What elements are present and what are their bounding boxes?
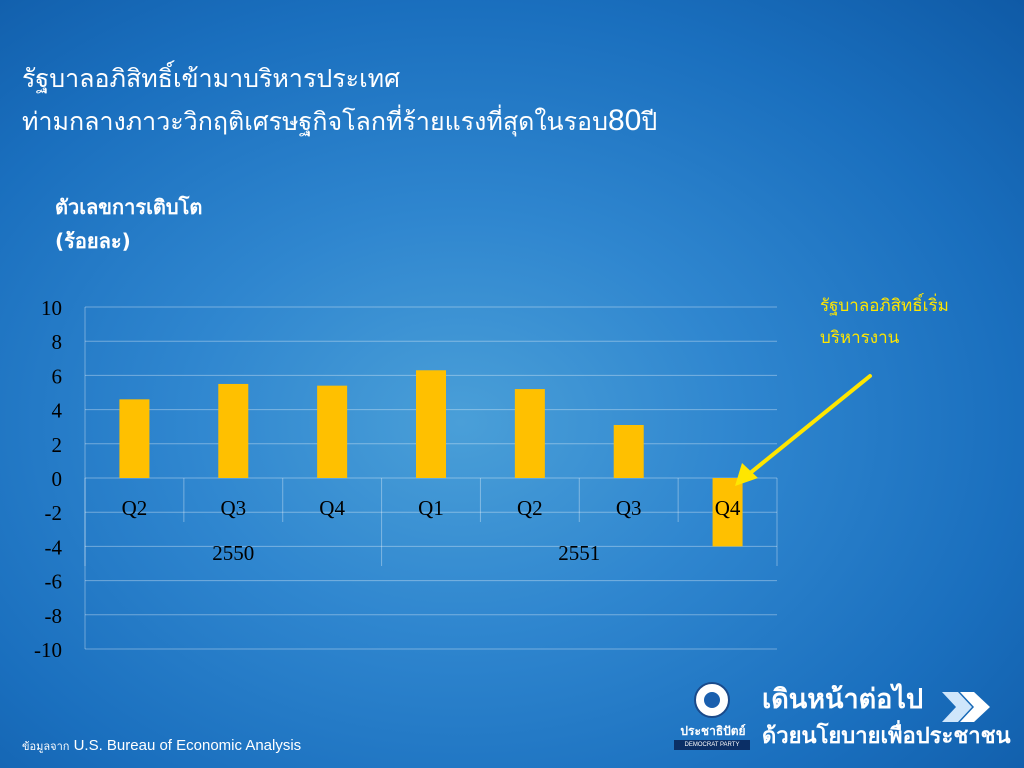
- annotation-line-1: รัฐบาลอภิสิทธิ์เริ่ม: [820, 296, 949, 316]
- title-line-2-text: ท่ามกลางภาวะวิกฤติเศรษฐกิจโลกที่ร้ายแรงท…: [22, 107, 608, 136]
- y-axis-label-line-2: (ร้อยละ): [55, 229, 131, 253]
- y-axis-label: ตัวเลขการเติบโต (ร้อยละ): [55, 190, 202, 258]
- y-tick-label: -6: [45, 570, 63, 594]
- group-label: 2551: [558, 541, 600, 565]
- y-tick-label: 10: [41, 296, 62, 320]
- annotation-arrow-shaft: [742, 374, 872, 480]
- party-name-th: ประชาธิปัตย์: [680, 724, 746, 738]
- y-tick-label: -4: [45, 535, 63, 559]
- slogan-line-1: เดินหน้าต่อไป: [762, 684, 924, 715]
- title-line-1: รัฐบาลอภิสิทธิ์เข้ามาบริหารประเทศ: [22, 64, 400, 93]
- annotation-arrow-head: [735, 463, 758, 486]
- title-line-2-suffix: ปี: [641, 107, 658, 136]
- bar: [712, 478, 743, 547]
- x-tick-label: Q4: [715, 496, 741, 520]
- x-tick-label: Q3: [616, 496, 642, 520]
- bar: [613, 424, 644, 478]
- x-tick-label: Q4: [319, 496, 345, 520]
- y-tick-label: 8: [52, 330, 63, 354]
- y-tick-label: 0: [52, 467, 63, 491]
- source-text: U.S. Bureau of Economic Analysis: [73, 737, 302, 754]
- group-label: 2550: [212, 541, 254, 565]
- x-tick-label: Q2: [122, 496, 148, 520]
- source-note: ข้อมูลจาก U.S. Bureau of Economic Analys…: [22, 737, 301, 755]
- title-line-2: ท่ามกลางภาวะวิกฤติเศรษฐกิจโลกที่ร้ายแรงท…: [22, 100, 657, 143]
- y-tick-label: -10: [34, 638, 62, 662]
- bar: [119, 399, 150, 478]
- source-prefix: ข้อมูลจาก: [22, 740, 70, 753]
- y-axis-label-line-1: ตัวเลขการเติบโต: [55, 195, 203, 219]
- title-years-number: 80: [607, 104, 642, 137]
- bar: [317, 385, 348, 478]
- bar: [218, 383, 249, 478]
- y-tick-label: 2: [52, 433, 63, 457]
- x-tick-label: Q3: [220, 496, 246, 520]
- party-name-en: DEMOCRAT PARTY: [674, 740, 750, 750]
- slogan-line-2: ด้วยนโยบายเพื่อประชาชน: [762, 724, 1011, 749]
- annotation-text: รัฐบาลอภิสิทธิ์เริ่ม บริหารงาน: [820, 290, 949, 354]
- x-tick-label: Q1: [418, 496, 444, 520]
- brand-block: ประชาธิปัตย์ DEMOCRAT PARTY เดินหน้าต่อไ…: [672, 678, 1012, 758]
- bar: [514, 389, 545, 478]
- bar: [416, 370, 446, 478]
- annotation-line-2: บริหารงาน: [820, 328, 900, 348]
- y-tick-label: 4: [52, 399, 63, 423]
- double-chevron-icon: [942, 692, 990, 722]
- party-seal-icon: [694, 682, 730, 718]
- y-tick-label: -2: [45, 501, 63, 525]
- slide-title: รัฐบาลอภิสิทธิ์เข้ามาบริหารประเทศ ท่ามกล…: [22, 58, 657, 143]
- y-tick-label: 6: [52, 364, 63, 388]
- x-tick-label: Q2: [517, 496, 543, 520]
- y-tick-label: -8: [45, 604, 63, 628]
